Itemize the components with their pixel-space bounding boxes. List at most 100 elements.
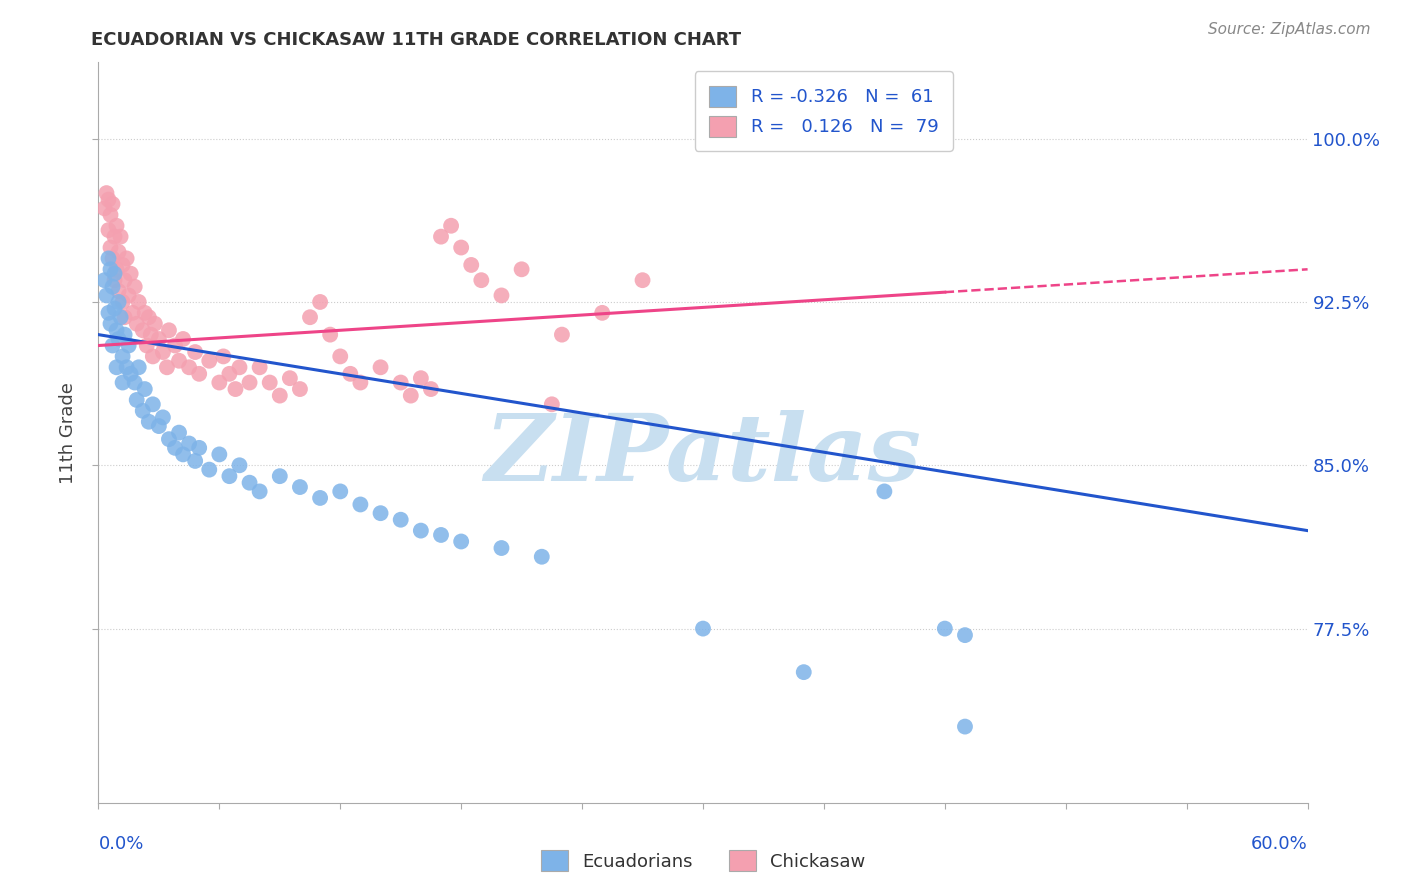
Point: [239, 376, 262, 390]
Legend: Ecuadorians, Chickasaw: Ecuadorians, Chickasaw: [533, 843, 873, 879]
Point: [208, 376, 231, 390]
Point: [156, 360, 179, 375]
Point: [188, 367, 211, 381]
Point: [93, 273, 115, 287]
Point: [152, 345, 174, 359]
Point: [399, 388, 422, 402]
Point: [114, 310, 136, 325]
Point: [430, 229, 453, 244]
Point: [101, 338, 124, 352]
Point: [152, 410, 174, 425]
Point: [124, 279, 146, 293]
Point: [121, 306, 143, 320]
Point: [172, 332, 194, 346]
Point: [239, 475, 262, 490]
Point: [288, 480, 311, 494]
Point: [100, 262, 122, 277]
Point: [107, 244, 129, 259]
Point: [184, 454, 207, 468]
Point: [450, 534, 472, 549]
Point: [111, 376, 134, 390]
Point: [167, 425, 190, 440]
Point: [329, 350, 352, 364]
Point: [198, 462, 221, 476]
Point: [409, 524, 432, 538]
Point: [103, 267, 125, 281]
Point: [299, 310, 322, 325]
Point: [120, 267, 142, 281]
Point: [389, 513, 412, 527]
Point: [319, 327, 342, 342]
Point: [97, 306, 120, 320]
Point: [97, 252, 120, 266]
Point: [135, 338, 157, 352]
Point: [184, 345, 207, 359]
Point: [172, 447, 194, 461]
Point: [125, 317, 148, 331]
Point: [420, 382, 443, 396]
Point: [228, 360, 250, 375]
Point: [349, 498, 371, 512]
Text: 0.0%: 0.0%: [98, 836, 143, 854]
Point: [349, 376, 371, 390]
Point: [139, 327, 162, 342]
Point: [125, 392, 148, 407]
Point: [132, 404, 155, 418]
Point: [540, 397, 562, 411]
Point: [198, 353, 221, 368]
Point: [148, 332, 170, 346]
Point: [105, 360, 128, 375]
Text: 60.0%: 60.0%: [1251, 836, 1308, 854]
Point: [188, 441, 211, 455]
Point: [105, 323, 128, 337]
Point: [118, 288, 141, 302]
Point: [370, 506, 392, 520]
Point: [450, 240, 472, 254]
Text: ZIPatlas: ZIPatlas: [485, 409, 921, 500]
Point: [105, 262, 128, 277]
Point: [103, 301, 125, 316]
Point: [288, 382, 311, 396]
Point: [128, 295, 150, 310]
Point: [115, 252, 138, 266]
Point: [105, 219, 128, 233]
Point: [97, 223, 120, 237]
Point: [100, 317, 122, 331]
Point: [124, 376, 146, 390]
Point: [96, 186, 118, 200]
Point: [179, 436, 201, 450]
Point: [218, 367, 240, 381]
Point: [132, 323, 155, 337]
Point: [143, 317, 166, 331]
Point: [115, 360, 138, 375]
Point: [339, 367, 361, 381]
Point: [142, 350, 165, 364]
Point: [228, 458, 250, 473]
Point: [389, 376, 412, 390]
Point: [157, 432, 180, 446]
Point: [107, 295, 129, 310]
Point: [218, 469, 240, 483]
Point: [329, 484, 352, 499]
Point: [460, 258, 482, 272]
Point: [631, 273, 654, 287]
Point: [934, 622, 956, 636]
Point: [179, 360, 201, 375]
Point: [249, 484, 271, 499]
Point: [692, 622, 714, 636]
Point: [409, 371, 432, 385]
Point: [309, 295, 332, 310]
Point: [110, 229, 132, 244]
Point: [491, 541, 513, 555]
Point: [212, 350, 235, 364]
Point: [157, 323, 180, 337]
Point: [134, 306, 156, 320]
Point: [118, 338, 141, 352]
Point: [107, 332, 129, 346]
Point: [470, 273, 492, 287]
Point: [111, 295, 134, 310]
Point: [142, 397, 165, 411]
Point: [163, 338, 186, 352]
Point: [138, 415, 160, 429]
Point: [167, 353, 190, 368]
